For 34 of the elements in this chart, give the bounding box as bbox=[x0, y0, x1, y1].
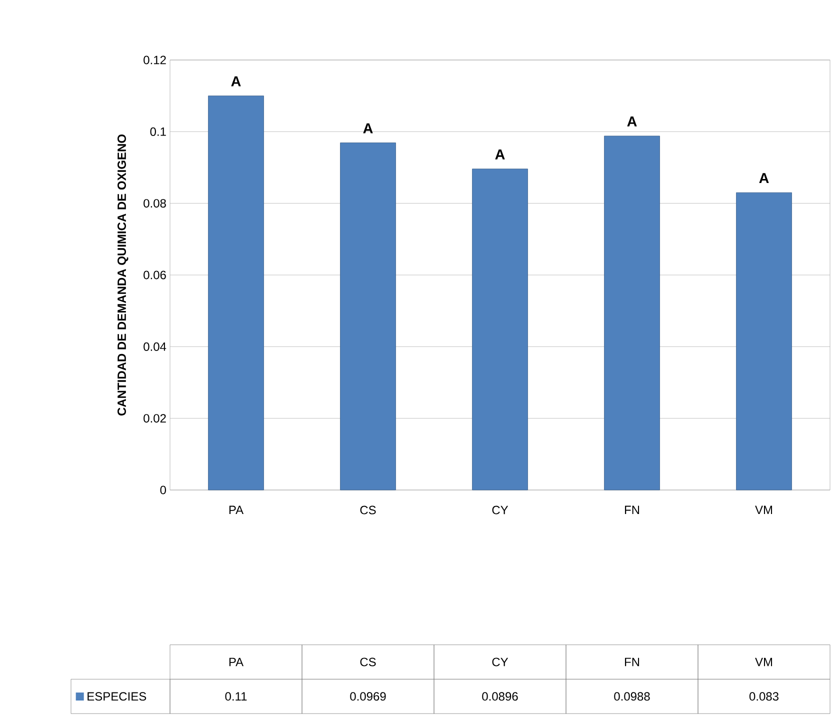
x-tick-label: PA bbox=[229, 506, 244, 514]
x-tick-label: FN bbox=[624, 506, 640, 514]
category-label: VM bbox=[755, 658, 772, 666]
bar bbox=[472, 168, 528, 490]
y-tick-label: 0.04 bbox=[144, 342, 166, 351]
annotation: A bbox=[363, 123, 373, 134]
data-label: 0.0896 bbox=[482, 692, 518, 701]
data-label: 0.0988 bbox=[614, 692, 650, 701]
x-tick-label: VM bbox=[755, 506, 772, 514]
bar bbox=[604, 136, 660, 490]
bar bbox=[736, 192, 792, 490]
annotation: A bbox=[627, 116, 637, 126]
annotation: A bbox=[759, 173, 769, 184]
data-label: 0.083 bbox=[749, 692, 778, 701]
category-label: CS bbox=[360, 658, 376, 666]
data-label: 0.11 bbox=[225, 692, 247, 701]
x-tick-label: CY bbox=[492, 506, 508, 514]
category-label: CY bbox=[492, 658, 508, 666]
annotation: A bbox=[231, 76, 241, 86]
y-tick-label: 0.02 bbox=[144, 414, 166, 423]
y-tick-label: 0.12 bbox=[144, 56, 166, 64]
y-tick-label: 0.1 bbox=[150, 127, 166, 136]
annotation: A bbox=[495, 149, 505, 160]
y-tick-label: 0 bbox=[160, 486, 166, 494]
category-label: FN bbox=[624, 658, 640, 666]
y-tick-label: 0.06 bbox=[144, 270, 166, 280]
legend-label: ESPECIES bbox=[88, 692, 146, 701]
data-label: 0.0969 bbox=[350, 692, 386, 701]
x-tick-label: CS bbox=[360, 506, 376, 514]
y-axis-title: CANTIDAD DE DEMANDA QUIMICA DE OXIGENO bbox=[118, 134, 128, 416]
y-tick-label: 0.08 bbox=[144, 199, 166, 208]
bar bbox=[340, 142, 396, 490]
category-label: PA bbox=[229, 658, 244, 666]
bar bbox=[208, 96, 264, 490]
